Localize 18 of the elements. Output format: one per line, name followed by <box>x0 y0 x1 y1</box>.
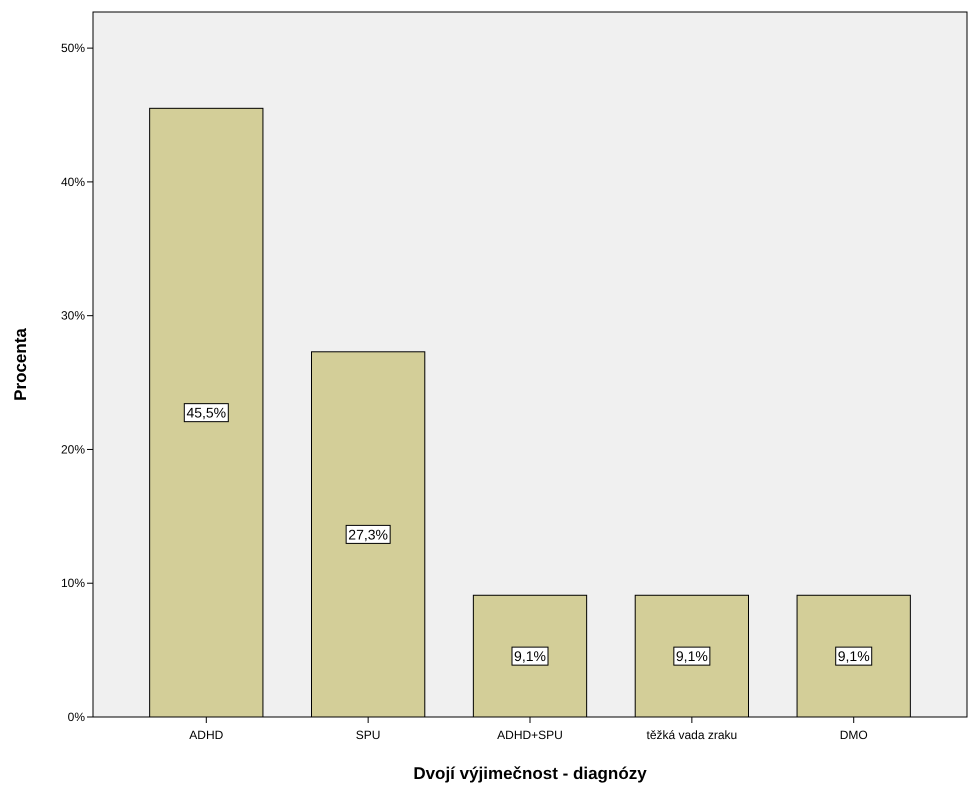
y-tick-label: 10% <box>60 576 86 590</box>
x-axis-title: Dvojí výjimečnost - diagnózy <box>413 764 648 783</box>
y-tick-label: 30% <box>60 308 86 323</box>
data-label: 9,1% <box>676 648 708 664</box>
y-tick-label: 50% <box>60 41 86 56</box>
x-tick-label: DMO <box>840 728 868 742</box>
data-label: 9,1% <box>838 648 870 664</box>
x-tick-label: ADHD <box>189 728 224 742</box>
x-tick-label: těžká vada zraku <box>646 728 738 742</box>
y-tick-label: 40% <box>60 174 86 189</box>
data-label: 27,3% <box>348 526 388 542</box>
y-tick-label: 0% <box>68 710 86 724</box>
x-tick-label: SPU <box>356 728 380 742</box>
y-tick-label: 20% <box>60 442 86 456</box>
x-tick-label: ADHD+SPU <box>497 728 563 742</box>
data-label: 45,5% <box>186 404 226 421</box>
data-label: 9,1% <box>514 648 546 664</box>
y-axis-title: Procenta <box>11 328 30 401</box>
